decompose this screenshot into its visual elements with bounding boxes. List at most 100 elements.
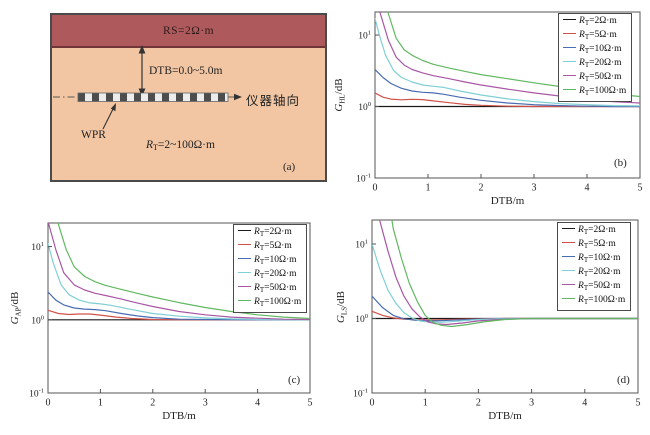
wpr-label: WPR	[81, 129, 106, 141]
series-rt-5	[375, 92, 640, 108]
legend-line-swatch	[562, 283, 575, 285]
wpr-pointer-arrow-icon	[102, 103, 116, 130]
diagram-graphics	[53, 45, 242, 130]
panel-letter-d: (d)	[617, 374, 630, 386]
x-tick-label: 1	[98, 398, 103, 409]
x-tick-label: 4	[585, 183, 590, 194]
chart-gls-vs-dtb: 0 1 2 3 4 5 101 100 10-1 DTB/m GLS/dB (d) RT=2Ω·m RT=…	[330, 210, 650, 430]
x-tick-label: 3	[529, 398, 534, 409]
x-axis-ticks: 0 1 2 3 4 5	[370, 389, 641, 409]
series-rt-20	[372, 243, 638, 323]
legend-item: RT=20Ω·m	[238, 269, 301, 283]
legend-item: RT=50Ω·m	[238, 283, 301, 297]
legend-item: RT=2Ω·m	[562, 225, 625, 239]
y-axis-ticks: 101 100 10-1	[356, 30, 379, 185]
x-tick-label: 2	[150, 398, 155, 409]
series-rt-10	[375, 68, 640, 108]
legend-line-swatch	[563, 46, 576, 48]
y-tick-label: 101	[31, 241, 44, 253]
legend-item: RT=100Ω·m	[562, 295, 625, 309]
y-tick-label: 100	[355, 313, 368, 325]
legend-line-swatch	[563, 19, 576, 20]
dtb-double-arrow-icon	[138, 45, 146, 97]
y-axis-ticks: 101 100 10-1	[29, 241, 52, 400]
rt-resistivity-label: RT=2~100Ω·m	[146, 139, 215, 152]
y-tick-label: 101	[355, 239, 368, 251]
y-axis-label: GHL/dB	[333, 78, 347, 111]
x-axis-label: DTB/m	[488, 410, 522, 422]
legend-c: RT=2Ω·m RT=5Ω·m RT=10Ω·m RT=20Ω·m RT=50Ω·m RT…	[233, 224, 308, 314]
x-tick-label: 3	[203, 398, 208, 409]
legend-item: RT=5Ω·m	[238, 241, 301, 255]
y-tick-label: 101	[358, 30, 371, 42]
legend-line-swatch	[562, 241, 575, 243]
legend-line-swatch	[238, 257, 251, 259]
panel-letter-a: (a)	[283, 161, 296, 173]
legend-item: RT=2Ω·m	[238, 227, 301, 241]
dtb-range-label: DTB=0.0~5.0m	[149, 65, 223, 77]
legend-line-swatch	[562, 269, 575, 271]
x-tick-label: 5	[638, 183, 643, 194]
legend-line-swatch	[563, 88, 576, 90]
legend-b: RT=2Ω·m RT=5Ω·m RT=10Ω·m RT=20Ω·m RT=50Ω·m RT…	[558, 13, 633, 103]
legend-item: RT=50Ω·m	[562, 281, 625, 295]
legend-line-swatch	[238, 230, 251, 231]
x-tick-label: 1	[423, 398, 428, 409]
legend-item: RT=10Ω·m	[238, 255, 301, 269]
x-tick-label: 0	[373, 183, 378, 194]
panel-letter-b: (b)	[614, 157, 627, 169]
x-axis-label: DTB/m	[491, 195, 525, 207]
y-tick-label: 10-1	[29, 388, 44, 400]
x-axis-ticks: 0 1 2 3 4 5	[46, 389, 313, 409]
wpr-tool-body	[77, 92, 229, 102]
legend-item: RT=10Ω·m	[563, 44, 626, 58]
legend-line-swatch	[563, 60, 576, 62]
legend-line-swatch	[238, 299, 251, 301]
y-axis-label: GAP/dB	[9, 292, 23, 325]
panel-letter-c: (c)	[288, 374, 301, 386]
y-axis-ticks: 101 100 10-1	[353, 239, 376, 400]
x-axis-ticks: 0 1 2 3 4 5	[373, 174, 643, 194]
y-tick-label: 100	[358, 101, 371, 113]
legend-item: RT=50Ω·m	[563, 72, 626, 86]
legend-item: RT=100Ω·m	[238, 297, 301, 311]
legend-line-swatch	[563, 74, 576, 76]
shale-bed-layer: RS=2Ω·m	[52, 15, 325, 48]
x-tick-label: 2	[479, 183, 484, 194]
legend-line-swatch	[238, 285, 251, 287]
rs-resistivity-label: RS=2Ω·m	[162, 24, 215, 37]
y-tick-label: 10-1	[353, 388, 368, 400]
x-tick-label: 0	[370, 398, 375, 409]
legend-item: RT=20Ω·m	[563, 58, 626, 72]
legend-d: RT=2Ω·m RT=5Ω·m RT=10Ω·m RT=20Ω·m RT=50Ω·m RT…	[557, 222, 632, 312]
x-tick-label: 2	[476, 398, 481, 409]
x-tick-label: 5	[308, 398, 313, 409]
series-lines	[375, 12, 640, 108]
chart-gap-vs-dtb: 0 1 2 3 4 5 101 100 10-1 DTB/m GAP/dB (c) RT=2Ω·m RT=…	[0, 210, 340, 430]
series-rt-10	[48, 291, 310, 321]
legend-line-swatch	[562, 228, 575, 229]
legend-line-swatch	[238, 243, 251, 245]
series-rt-20	[375, 18, 640, 107]
legend-item: RT=20Ω·m	[562, 267, 625, 281]
legend-line-swatch	[562, 297, 575, 299]
x-tick-label: 0	[46, 398, 51, 409]
tool-axis-arrow-icon	[234, 93, 242, 101]
legend-line-swatch	[562, 255, 575, 257]
x-tick-label: 5	[636, 398, 641, 409]
y-axis-label: GLS/dB	[335, 291, 349, 323]
y-tick-label: 10-1	[356, 173, 371, 185]
series-rt-20	[48, 242, 310, 321]
x-axis-label: DTB/m	[162, 410, 196, 422]
chart-ghl-vs-dtb: 0 1 2 3 4 5 101 100 10-1 DTB/m GHL/dB (b) RT=2Ω·m RT=…	[330, 0, 650, 212]
legend-item: RT=100Ω·m	[563, 86, 626, 100]
series-lines	[372, 220, 638, 328]
series-rt-5	[48, 309, 310, 321]
y-tick-label: 100	[31, 314, 44, 326]
x-tick-label: 1	[426, 183, 431, 194]
x-tick-label: 4	[255, 398, 260, 409]
legend-item: RT=2Ω·m	[563, 16, 626, 30]
legend-item: RT=5Ω·m	[563, 30, 626, 44]
series-rt-50	[48, 223, 310, 321]
